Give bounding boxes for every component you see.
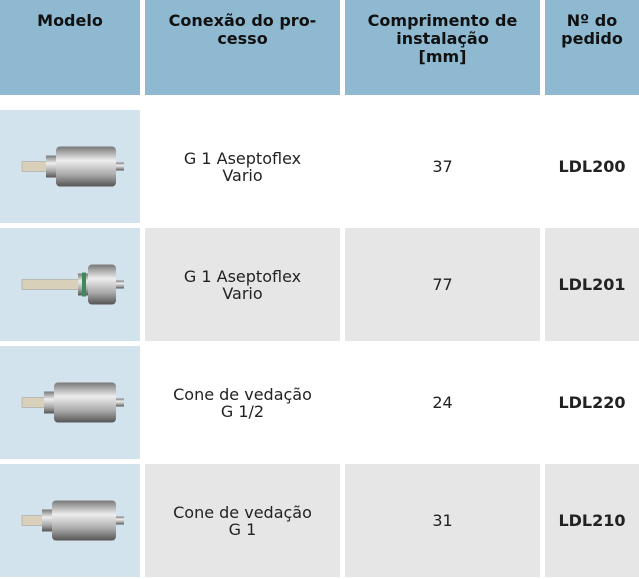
length-cell: 31 xyxy=(345,464,540,577)
length-cell: 24 xyxy=(432,393,453,412)
sensor-drawing xyxy=(21,146,124,187)
connection-cell: G 1 Aseptoflex Vario xyxy=(145,228,340,341)
product-image xyxy=(0,464,140,577)
header-cell: Modelo xyxy=(0,0,140,95)
sensor-drawing xyxy=(21,500,124,541)
header-cell: Comprimento de instalação [mm] xyxy=(345,0,540,95)
connection-cell: Cone de vedação G 1 xyxy=(145,464,340,577)
length-cell: 77 xyxy=(345,228,540,341)
sensor-drawing xyxy=(21,382,124,423)
order-code-cell: LDL201 xyxy=(545,228,639,341)
length-cell: 37 xyxy=(432,157,453,176)
order-code-cell: LDL220 xyxy=(558,393,626,412)
product-image xyxy=(0,228,140,341)
order-code-cell: LDL200 xyxy=(558,157,626,176)
connection-cell: G 1 Aseptoflex Vario xyxy=(183,148,302,185)
header-cell: Nº do pedido xyxy=(545,0,639,95)
connection-cell: Cone de vedação G 1/2 xyxy=(173,384,312,421)
product-image xyxy=(0,110,140,223)
order-code-cell: LDL210 xyxy=(545,464,639,577)
product-image xyxy=(0,346,140,459)
sensor-drawing xyxy=(21,264,124,305)
header-cell: Conexão do pro- cesso xyxy=(145,0,340,95)
